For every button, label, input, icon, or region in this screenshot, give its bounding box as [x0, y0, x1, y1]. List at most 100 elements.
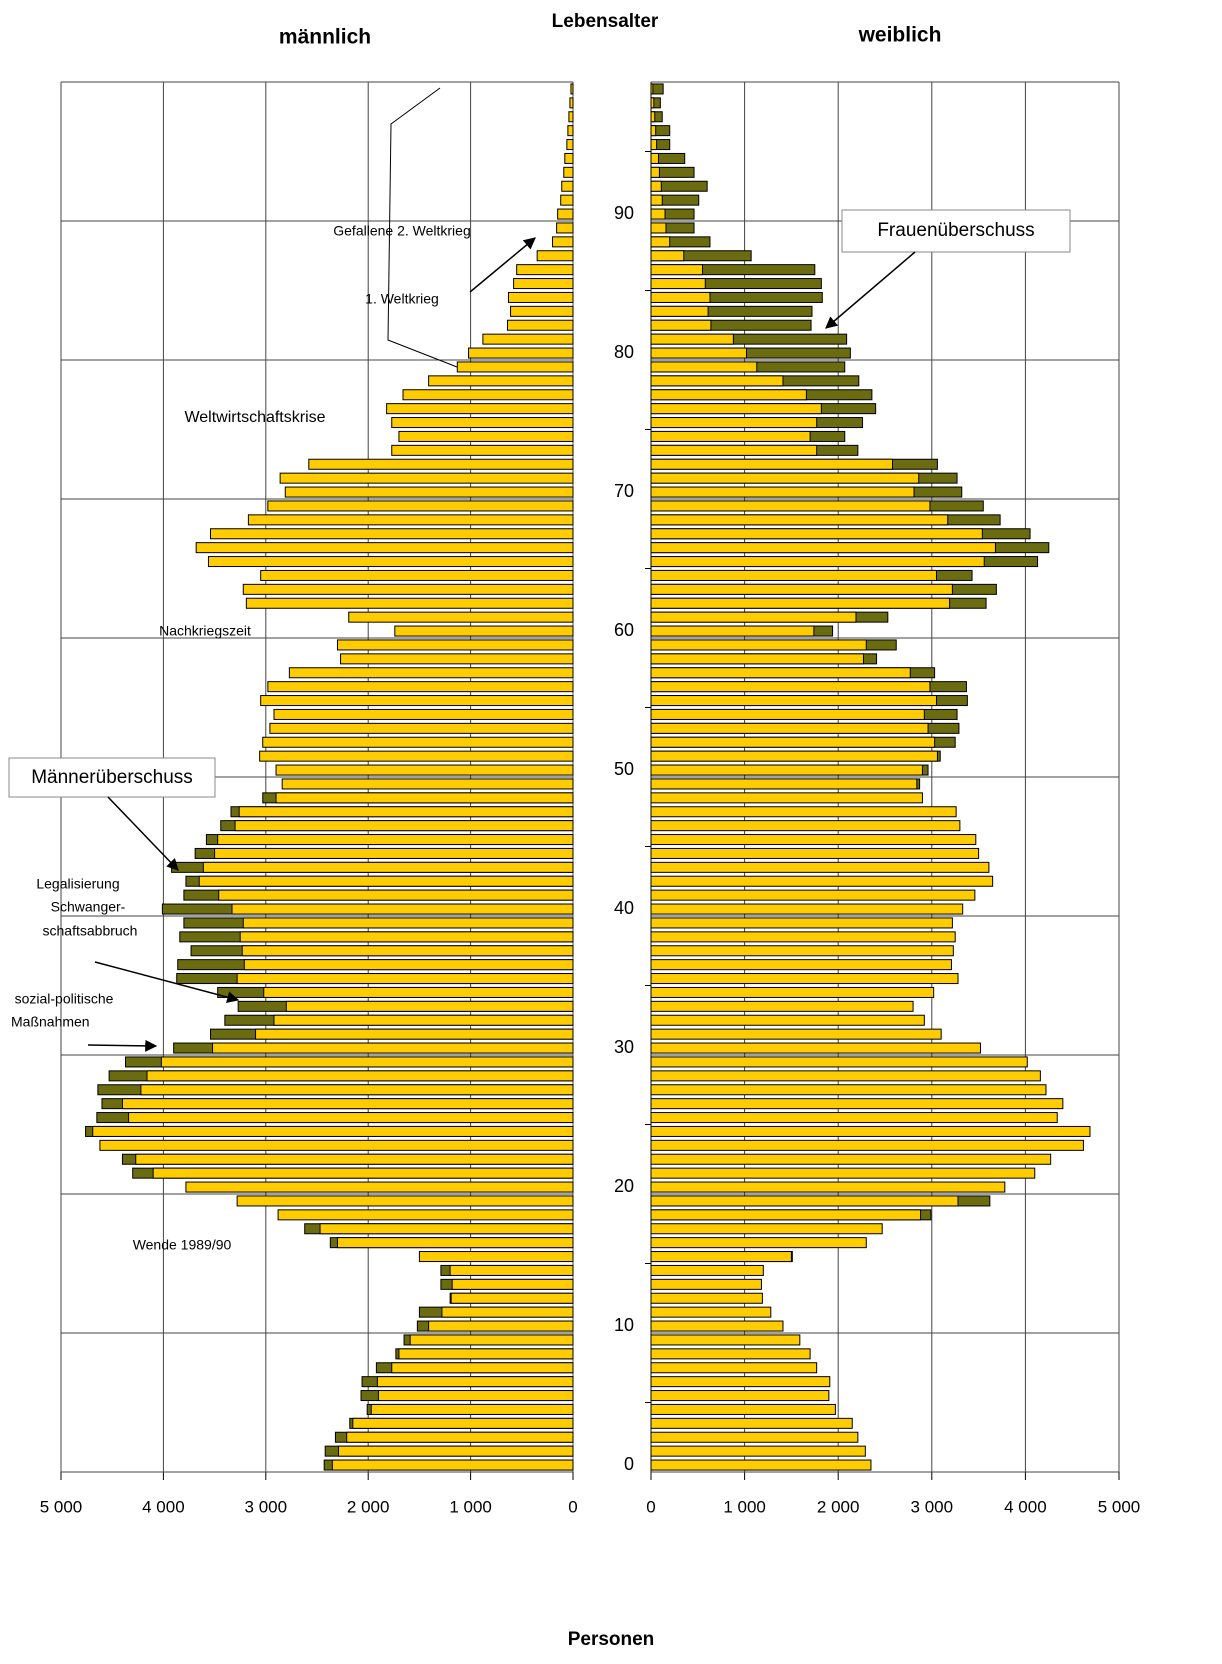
- bar-common-part: [160, 1056, 574, 1068]
- bar: [650, 959, 952, 971]
- bar: [650, 889, 976, 901]
- bar: [650, 875, 994, 887]
- bar-common-part: [198, 875, 574, 887]
- bar: [418, 1251, 574, 1263]
- bar-common-part: [650, 347, 747, 359]
- bar: [650, 792, 923, 804]
- bar-common-part: [650, 430, 811, 442]
- bar: [650, 931, 956, 943]
- bar-common-part: [650, 97, 655, 109]
- bar: [650, 820, 961, 832]
- bar: [650, 1264, 764, 1276]
- bar: [236, 1195, 574, 1207]
- bar: [267, 500, 574, 512]
- bar-common-part: [650, 417, 818, 429]
- bar: [340, 653, 574, 665]
- x-tick-label: 5 000: [1098, 1497, 1141, 1516]
- bar: [650, 1139, 1084, 1151]
- bar: [557, 208, 574, 220]
- bar: [650, 1403, 836, 1415]
- bar: [507, 291, 574, 303]
- bar-common-part: [121, 1098, 574, 1110]
- bar: [260, 695, 574, 707]
- bar: [513, 278, 574, 290]
- bar: [564, 152, 574, 164]
- annotation: 1. Weltkrieg: [365, 291, 439, 307]
- bar: [650, 1431, 859, 1443]
- arrow: [87, 1039, 158, 1052]
- bar-common-part: [650, 695, 937, 707]
- bar-common-part: [650, 778, 918, 790]
- bar-common-part: [650, 569, 937, 581]
- bar-common-part: [243, 959, 574, 971]
- annotation: Nachkriegszeit: [159, 623, 251, 639]
- bar: [195, 542, 574, 554]
- bar: [269, 722, 574, 734]
- bar: [650, 903, 964, 915]
- bracket: [387, 87, 458, 368]
- bars: [85, 83, 1091, 1471]
- bar-common-part: [217, 834, 574, 846]
- bar: [650, 1098, 1064, 1110]
- bar: [650, 1445, 866, 1457]
- bar-common-part: [650, 166, 660, 178]
- annotation: schaftsabbruch: [43, 923, 138, 939]
- x-tick-label: 0: [568, 1497, 577, 1516]
- bar-common-part: [650, 236, 671, 248]
- bar-common-part: [377, 1390, 574, 1402]
- bar-common-part: [231, 903, 574, 915]
- bar-common-part: [650, 278, 706, 290]
- bar-common-part: [650, 653, 864, 665]
- bar-common-part: [338, 1445, 574, 1457]
- bar: [386, 403, 574, 415]
- bar-common-part: [650, 291, 711, 303]
- bar: [650, 1125, 1091, 1137]
- bar-common-part: [236, 973, 574, 985]
- bar-common-part: [650, 180, 662, 192]
- grid: [60, 81, 1120, 1480]
- arrow: [469, 237, 536, 293]
- y-tick-label: 40: [614, 898, 634, 918]
- bar-common-part: [650, 514, 949, 526]
- bar-common-part: [346, 1431, 574, 1443]
- bar-common-part: [128, 1112, 574, 1124]
- bar-common-part: [650, 403, 822, 415]
- bar-common-part: [650, 194, 663, 206]
- y-tick-label: 0: [624, 1454, 634, 1474]
- bar-common-part: [650, 722, 929, 734]
- bar-common-part: [650, 1251, 792, 1263]
- bar-common-part: [650, 625, 815, 637]
- bar: [245, 597, 574, 609]
- bar: [650, 1000, 914, 1012]
- bar: [288, 667, 574, 679]
- annotation: Legalisierung: [36, 876, 119, 892]
- bar-common-part: [650, 708, 925, 720]
- bar: [242, 583, 574, 595]
- y-tick-label: 90: [614, 203, 634, 223]
- annotation: Frauenüberschuss: [877, 220, 1034, 241]
- x-tick-label: 1 000: [449, 1497, 492, 1516]
- bar-common-part: [650, 250, 685, 262]
- bar: [566, 139, 574, 151]
- bar: [650, 1042, 981, 1054]
- x-tick-label: 1 000: [723, 1497, 766, 1516]
- x-tick-label: 0: [646, 1497, 655, 1516]
- bar: [650, 1223, 883, 1235]
- bar-common-part: [391, 1362, 574, 1374]
- bar: [336, 639, 574, 651]
- bar-common-part: [202, 861, 574, 873]
- bar-common-part: [650, 139, 658, 151]
- bar-common-part: [273, 1014, 574, 1026]
- bar-common-part: [234, 820, 574, 832]
- bar-common-part: [214, 847, 574, 859]
- bar: [398, 430, 574, 442]
- bar: [468, 347, 574, 359]
- bar: [284, 486, 574, 498]
- bar-common-part: [451, 1278, 574, 1290]
- bar-common-part: [428, 1320, 574, 1332]
- bar-common-part: [650, 528, 983, 540]
- bar: [570, 83, 574, 95]
- annotation-box: [8, 757, 216, 798]
- bar-common-part: [650, 583, 953, 595]
- bar: [279, 472, 574, 484]
